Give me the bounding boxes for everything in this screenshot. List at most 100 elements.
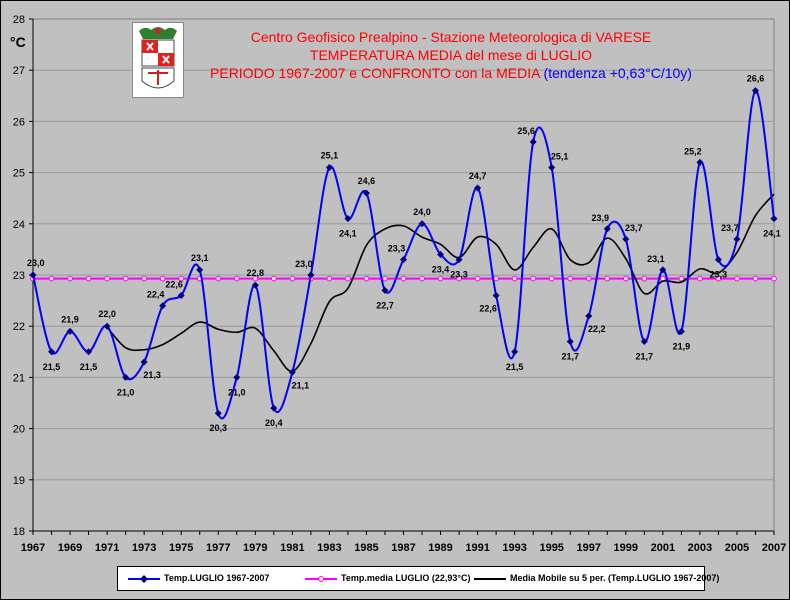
point-media (715, 275, 722, 282)
series-line-media-mobile (106, 193, 775, 373)
y-tick-label: 26 (13, 116, 25, 128)
data-label: 21,7 (636, 352, 654, 362)
data-label: 22,8 (247, 268, 265, 278)
data-label: 23,1 (647, 254, 665, 264)
data-label: 24,7 (469, 171, 487, 181)
point-media (419, 275, 425, 282)
point-media (493, 275, 499, 282)
data-label: 21,7 (561, 352, 579, 362)
point-media (67, 275, 73, 282)
point-temp-luglio (437, 251, 445, 259)
legend-swatch-black (474, 578, 506, 580)
x-tick-label: 1977 (206, 542, 230, 554)
y-axis-label: °C (10, 34, 26, 50)
title-line-3-text: PERIODO 1967-2007 e CONFRONTO con la MED… (210, 65, 540, 81)
point-temp-luglio (177, 291, 185, 299)
point-temp-luglio (566, 338, 574, 346)
y-tick-label: 20 (13, 424, 25, 436)
point-media (623, 275, 629, 282)
point-media (604, 275, 611, 282)
point-media (752, 275, 759, 282)
point-temp-luglio (214, 409, 222, 417)
point-temp-luglio (140, 358, 148, 366)
point-temp-luglio (381, 286, 389, 294)
data-label: 25,1 (551, 151, 569, 161)
point-temp-luglio (85, 348, 93, 356)
point-media (474, 275, 481, 282)
data-label: 21,5 (43, 362, 61, 372)
data-label: 25,6 (517, 126, 535, 136)
point-temp-luglio (659, 266, 667, 274)
point-media (363, 275, 370, 282)
data-label: 23,1 (191, 253, 209, 263)
x-tick-label: 1995 (539, 542, 563, 554)
point-temp-luglio (122, 373, 130, 381)
point-temp-luglio (677, 327, 685, 335)
y-tick-label: 23 (13, 270, 25, 282)
x-axis: 1967 1969 1971 1973 1975 1977 1979 1981 1983 1985… (21, 530, 786, 554)
point-temp-luglio (733, 235, 741, 243)
x-tick-label: 2005 (725, 542, 749, 554)
point-media (530, 275, 536, 282)
point-media (734, 275, 740, 282)
point-media (215, 275, 222, 282)
x-tick-label: 1989 (428, 542, 452, 554)
point-media (326, 275, 333, 282)
y-axis: 18 19 20 21 22 23 24 25 26 27 28 (13, 14, 34, 538)
data-label: 20,4 (265, 418, 283, 428)
point-temp-luglio (474, 184, 482, 192)
point-media (771, 275, 777, 282)
data-label: 24,1 (763, 229, 781, 239)
point-media (289, 275, 296, 282)
title-line-1: Centro Geofisico Prealpino - Stazione Me… (250, 29, 652, 45)
point-temp-luglio (66, 327, 74, 335)
data-label: 23,0 (295, 259, 313, 269)
point-temp-luglio (640, 338, 648, 346)
title-line-2: TEMPERATURA MEDIA del mese di LUGLIO (309, 47, 593, 63)
data-label: 25,1 (321, 150, 339, 160)
data-label: 23,7 (625, 223, 643, 233)
data-label: 23,4 (432, 265, 450, 275)
point-media (456, 275, 462, 282)
point-media (85, 275, 92, 282)
point-media (141, 275, 147, 282)
x-tick-label: 1987 (391, 542, 415, 554)
data-labels: 23,021,521,921,522,021,021,322,422,623,1… (27, 74, 781, 434)
point-temp-luglio (362, 189, 370, 197)
title-line-3: PERIODO 1967-2007 e CONFRONTO con la MED… (171, 65, 731, 82)
point-media (233, 275, 240, 282)
legend-swatch-blue (128, 575, 160, 583)
data-label: 21,9 (61, 314, 79, 324)
point-temp-luglio (400, 256, 407, 264)
y-tick-label: 24 (13, 219, 25, 231)
point-temp-luglio (696, 158, 704, 166)
y-tick-label: 27 (13, 65, 25, 77)
point-temp-luglio (159, 302, 167, 310)
x-tick-label: 1993 (502, 542, 526, 554)
point-temp-luglio (344, 215, 352, 223)
data-label: 26,6 (747, 74, 765, 84)
data-label: 21,3 (143, 370, 161, 380)
legend-swatch-magenta (305, 576, 337, 582)
x-tick-label: 1979 (243, 542, 267, 554)
x-tick-label: 1969 (58, 542, 82, 554)
point-media (548, 275, 555, 282)
point-media (122, 275, 129, 282)
y-tick-label: 21 (13, 372, 25, 384)
point-temp-luglio (622, 235, 630, 243)
point-temp-luglio (714, 256, 722, 264)
data-label: 25,2 (684, 146, 702, 156)
point-media (567, 275, 574, 282)
point-media (271, 275, 277, 282)
data-label: 23,3 (388, 244, 406, 254)
point-temp-luglio (29, 271, 37, 279)
data-label: 23,3 (710, 270, 728, 280)
point-temp-luglio (585, 312, 593, 320)
point-media (345, 275, 351, 282)
data-label: 21,9 (673, 341, 691, 351)
point-temp-luglio (511, 348, 519, 356)
point-temp-luglio (603, 225, 611, 233)
point-temp-luglio (418, 220, 426, 228)
